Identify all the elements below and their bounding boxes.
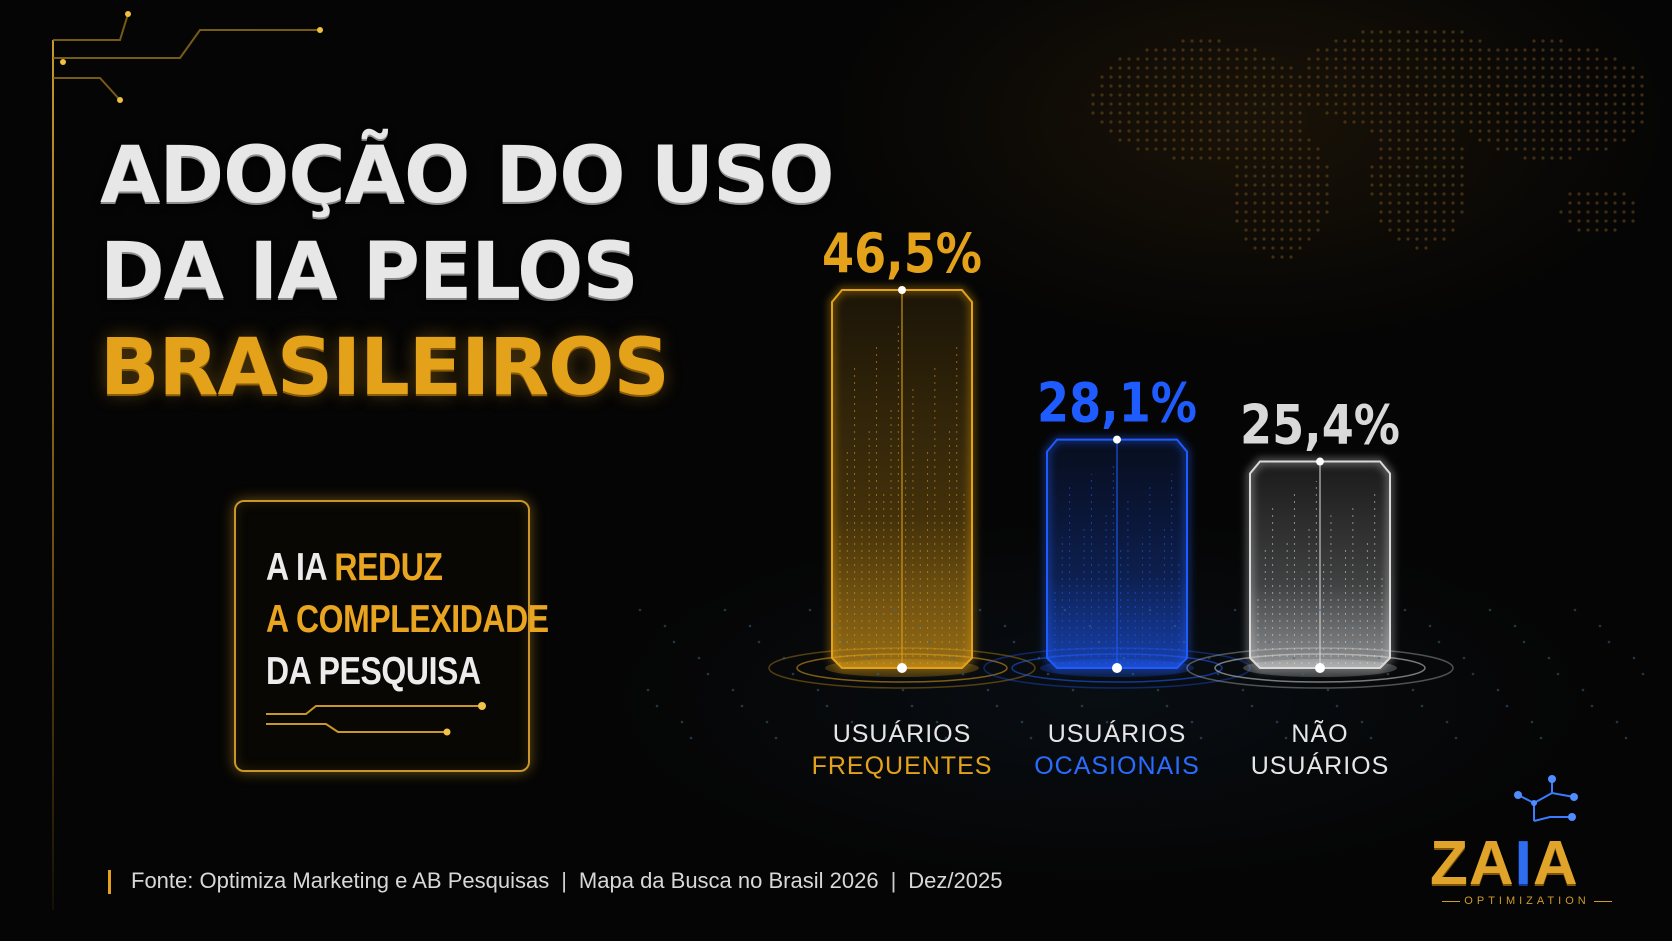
- category-label: USUÁRIOS: [833, 719, 972, 748]
- circuit-rail-decoration: [52, 40, 54, 910]
- bar-streaks-decoration: [1257, 481, 1383, 664]
- callout-part-2: REDUZ: [334, 546, 443, 589]
- title-line-1: ADOÇÃO DO USO: [100, 131, 835, 221]
- category-label: NÃO: [1291, 719, 1348, 748]
- category-label: USUÁRIOS: [1048, 719, 1187, 748]
- world-map-decoration: [1091, 30, 1644, 259]
- source-text-1: Fonte: Optimiza Marketing e AB Pesquisas: [131, 868, 550, 893]
- title-line-2: DA IA PELOS: [100, 227, 639, 317]
- bar-base-sparkle: [1112, 663, 1122, 673]
- bar-top-sparkle: [1113, 435, 1121, 444]
- logo-wordmark: ZAIA: [1430, 833, 1579, 895]
- page-title: ADOÇÃO DO USO DA IA PELOS BRASILEIROS: [100, 128, 835, 416]
- callout-box: A IA REDUZ A COMPLEXIDADE DA PESQUISA: [234, 500, 549, 772]
- logo-subtitle: OPTIMIZATION: [1432, 895, 1622, 907]
- callout-part-3: A COMPLEXIDADE: [266, 598, 549, 641]
- category-label: FREQUENTES: [812, 752, 993, 780]
- bar-base-sparkle: [897, 663, 907, 673]
- category-label: OCASIONAIS: [1034, 752, 1200, 780]
- circuit-traces-decoration: [53, 11, 323, 103]
- bar-streaks-decoration: [839, 325, 965, 664]
- source-separator: |: [561, 868, 567, 893]
- callout-circuit-decoration: [266, 702, 486, 736]
- bar-value-label: 46,5%: [822, 222, 982, 285]
- source-accent-bar: [108, 870, 111, 895]
- category-label: USUÁRIOS: [1251, 751, 1390, 780]
- bar-top-sparkle: [1316, 457, 1324, 466]
- callout-part-4: DA PESQUISA: [266, 650, 481, 693]
- source-text-3: Dez/2025: [908, 868, 1003, 893]
- callout-part-1: A IA: [266, 546, 326, 589]
- zaia-logo: ZAIA OPTIMIZATION: [1422, 773, 1632, 913]
- bar-streaks-decoration: [1054, 461, 1180, 664]
- network-node-icon: [1514, 775, 1578, 822]
- logo-za: ZA: [1430, 829, 1515, 898]
- bar-value-label: 25,4%: [1240, 394, 1400, 457]
- bar-top-sparkle: [898, 286, 906, 294]
- logo-i: I: [1514, 829, 1533, 898]
- source-text-2: Mapa da Busca no Brasil 2026: [578, 868, 879, 893]
- title-line-3: BRASILEIROS: [100, 323, 670, 413]
- bar-value-label: 28,1%: [1037, 372, 1197, 435]
- source-citation: Fonte: Optimiza Marketing e AB Pesquisas…: [108, 866, 1002, 896]
- bar-base-sparkle: [1315, 663, 1325, 673]
- callout-text: A IA REDUZ A COMPLEXIDADE DA PESQUISA: [266, 542, 549, 698]
- floor-dots-decoration: [638, 608, 1645, 740]
- logo-a: A: [1532, 829, 1579, 898]
- source-separator: |: [890, 868, 897, 893]
